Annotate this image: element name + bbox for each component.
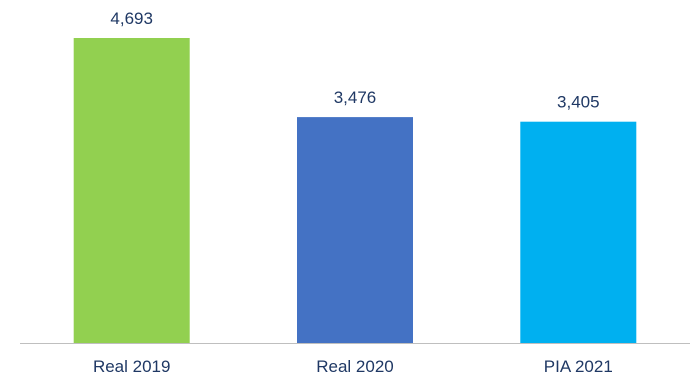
bar-pia-2021	[520, 121, 637, 343]
value-labels-group: 4,693 3,476 3,405	[110, 9, 599, 112]
data-label: 4,693	[110, 9, 153, 28]
bar-real-2020	[297, 117, 413, 343]
category-labels-group: Real 2019 Real 2020 PIA 2021	[93, 357, 613, 376]
bars-group	[73, 38, 637, 343]
data-label: 3,405	[557, 93, 600, 112]
x-tick-label: PIA 2021	[544, 357, 613, 376]
x-tick-label: Real 2020	[316, 357, 394, 376]
data-label: 3,476	[334, 88, 377, 107]
bar-real-2019	[73, 38, 190, 343]
x-tick-label: Real 2019	[93, 357, 171, 376]
